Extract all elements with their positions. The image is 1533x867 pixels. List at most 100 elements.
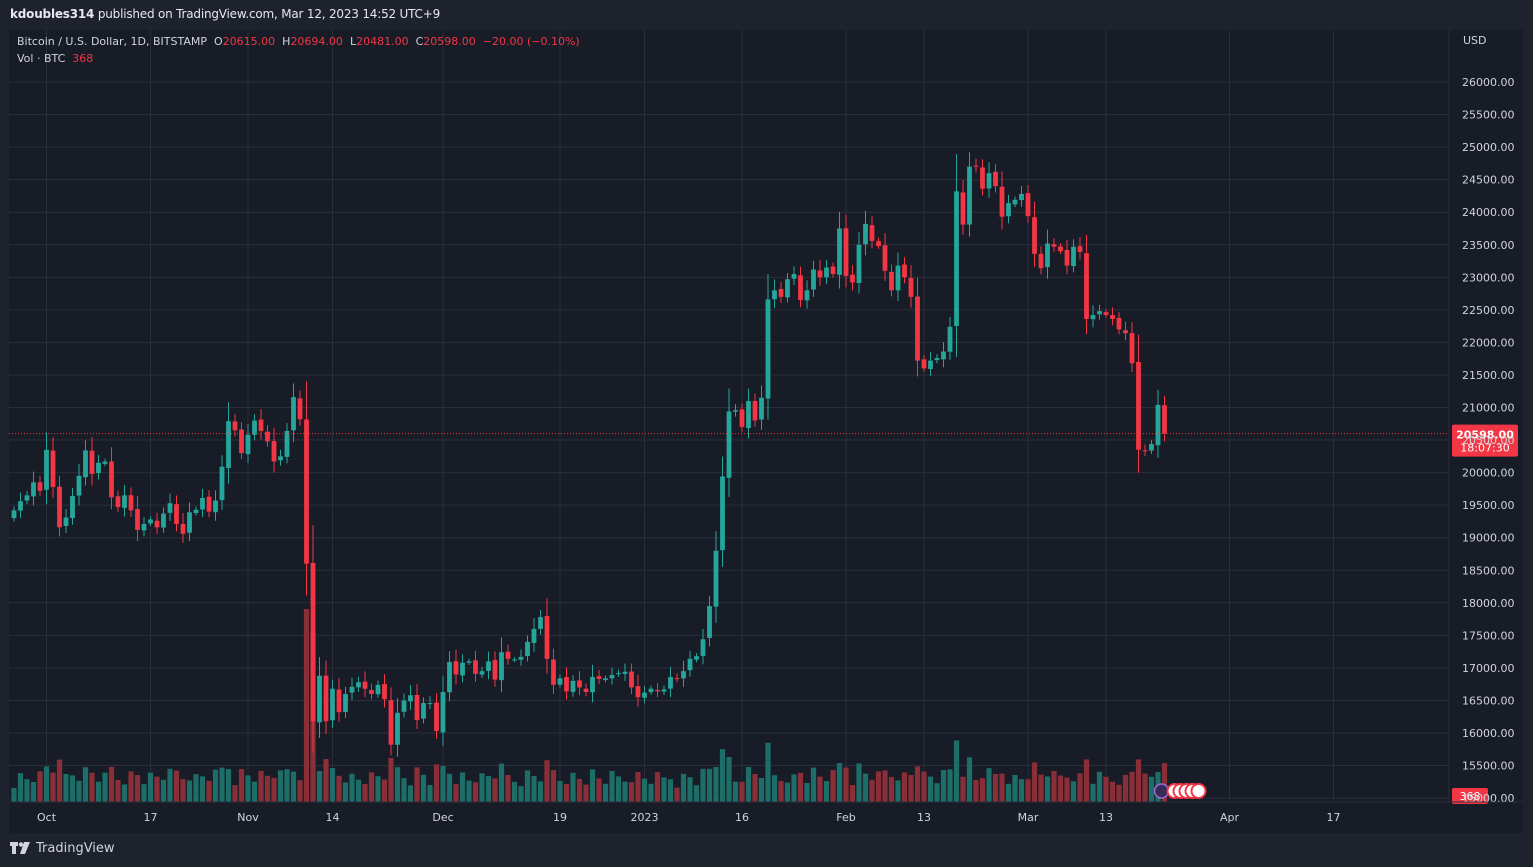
volume-bar — [102, 772, 108, 802]
candle-body — [993, 171, 998, 187]
volume-bar — [1096, 771, 1103, 802]
volume-bar — [817, 776, 823, 802]
volume-bar — [427, 785, 433, 802]
volume-bar — [966, 757, 973, 802]
volume-bar — [758, 778, 765, 802]
volume-bar — [251, 781, 258, 802]
publish-details: published on TradingView.com, Mar 12, 20… — [97, 7, 441, 21]
volume-bar — [329, 768, 336, 802]
volume-bar — [700, 768, 706, 802]
candle-body — [466, 661, 472, 663]
candle-body — [674, 678, 680, 680]
candle-body — [401, 700, 407, 712]
volume-bar — [232, 785, 238, 802]
volume-bar — [576, 779, 583, 802]
candle-body — [284, 430, 290, 457]
candle-body — [876, 241, 881, 247]
price-change: −20.00 (−0.10%) — [482, 35, 580, 48]
y-tick-label: 21000.00 — [1462, 402, 1515, 415]
candle-body — [1103, 312, 1109, 316]
candle-body — [596, 676, 602, 679]
volume-bar — [511, 781, 518, 802]
footer: TradingView — [0, 833, 1533, 867]
volume-bar — [609, 771, 615, 802]
volume-bar — [50, 772, 56, 802]
x-tick-label: 17 — [1327, 811, 1341, 824]
volume-bar — [401, 778, 407, 802]
candle-body — [915, 296, 920, 361]
candle-body — [310, 562, 316, 722]
candle-body — [330, 688, 335, 721]
volume-bar — [17, 773, 24, 802]
candle-body — [882, 245, 888, 271]
volume-bar — [186, 780, 193, 802]
volume-bar — [869, 779, 875, 802]
volume-bar — [394, 767, 401, 802]
volume-bar — [498, 763, 505, 802]
candle-body — [226, 421, 231, 469]
publisher-username[interactable]: kdoubles314 — [10, 7, 95, 21]
tradingview-logo[interactable]: TradingView — [10, 841, 115, 856]
volume-bar — [895, 780, 901, 802]
candle-body — [245, 434, 251, 455]
candle-body — [37, 482, 43, 491]
volume-bar — [472, 782, 479, 802]
candle-body — [895, 265, 901, 291]
volume-bar — [791, 774, 797, 802]
volume-bar — [674, 787, 680, 802]
price-axis: 15000.00 15500.00 16000.00 16500.00 17000.00… — [1448, 30, 1515, 805]
volume-bar — [836, 763, 843, 802]
volume-bar — [238, 769, 245, 802]
volume-bar — [63, 774, 69, 802]
y-tick-label: 18500.00 — [1462, 564, 1515, 577]
open-label: O — [213, 35, 223, 48]
volume-bar — [563, 784, 570, 802]
candle-body — [635, 686, 641, 698]
volume-bar — [1077, 773, 1083, 802]
volume-bar — [342, 782, 349, 802]
x-tick-label: 13 — [1099, 811, 1113, 824]
volume-bar — [1025, 779, 1031, 802]
volume-bar — [446, 773, 453, 802]
symbol-legend[interactable]: Bitcoin / U.S. Dollar, 1D, BITSTAMP O206… — [17, 35, 580, 48]
candle-body — [1051, 244, 1057, 247]
price-badge-value: 20598.00 — [1456, 429, 1514, 442]
candle-body — [24, 495, 30, 501]
candle-body — [122, 495, 127, 508]
volume-bar — [1142, 773, 1148, 802]
volume-bar — [440, 766, 446, 802]
volume-bar — [849, 785, 856, 802]
volume-bar — [316, 771, 323, 802]
volume-bar — [56, 759, 63, 802]
volume-bar — [381, 779, 388, 802]
volume-bar — [589, 769, 596, 802]
candle-body — [1058, 246, 1063, 252]
candle-body — [499, 652, 504, 681]
volume-bar — [635, 772, 641, 802]
candle-body — [700, 639, 706, 656]
candle-body — [726, 411, 732, 478]
volume-bar — [628, 782, 635, 802]
volume-histogram — [11, 609, 1168, 802]
candle-body — [954, 191, 959, 326]
volume-bar — [856, 763, 862, 802]
chart-pane[interactable]: 20598.00 18:07:30 368 15000.00 15500.00 1600… — [9, 30, 1523, 833]
volume-bar — [615, 776, 622, 802]
open-value: 20615.00 — [222, 35, 276, 48]
volume-bar — [108, 767, 115, 802]
volume-bar — [297, 780, 303, 802]
volume-bar — [160, 779, 167, 802]
volume-legend[interactable]: Vol · BTC 368 — [17, 52, 93, 65]
candle-body — [70, 496, 75, 519]
candle-body — [395, 712, 400, 745]
candle-body — [83, 450, 88, 478]
us-flag-event-icon — [1190, 783, 1207, 799]
candle-body — [518, 656, 524, 660]
volume-bar — [875, 771, 882, 802]
volume-bar — [141, 784, 147, 802]
candle-body — [752, 400, 758, 421]
candle-body — [76, 475, 82, 496]
high-value: 20694.00 — [290, 35, 343, 48]
volume-bar — [323, 759, 329, 802]
